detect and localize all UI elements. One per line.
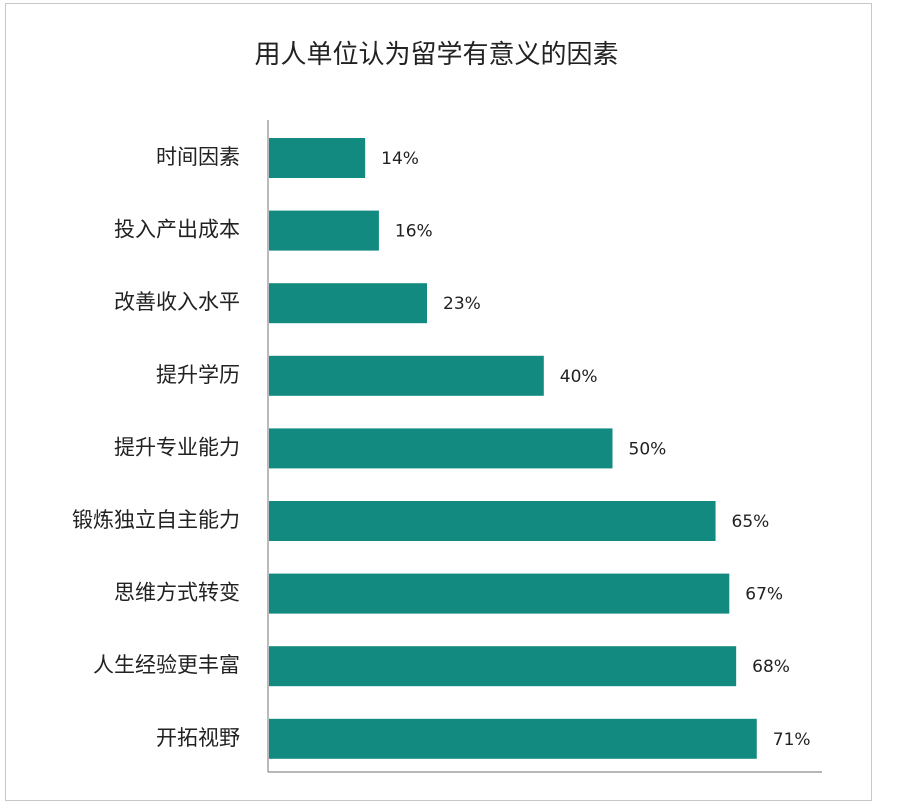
category-label: 锻炼独立自主能力 — [72, 508, 240, 532]
bar — [269, 573, 730, 614]
data-label: 50% — [629, 439, 667, 459]
data-label: 67% — [745, 585, 783, 605]
chart-title: 用人单位认为留学有意义的因素 — [254, 40, 619, 70]
bar — [269, 283, 428, 324]
data-label: 14% — [381, 149, 419, 169]
data-label: 16% — [395, 222, 433, 242]
bar — [269, 210, 379, 251]
category-label: 人生经验更丰富 — [93, 653, 240, 677]
bar — [269, 718, 757, 759]
category-label: 改善收入水平 — [114, 290, 240, 314]
data-label: 40% — [560, 367, 598, 387]
bar — [269, 138, 366, 178]
data-label: 71% — [773, 730, 811, 750]
category-label: 投入产出成本 — [114, 218, 240, 242]
bar — [269, 428, 613, 469]
category-label: 提升专业能力 — [114, 435, 240, 459]
category-label: 提升学历 — [156, 363, 240, 387]
category-label: 开拓视野 — [156, 726, 240, 750]
data-label: 68% — [752, 657, 790, 677]
category-label: 时间因素 — [156, 145, 240, 169]
bar — [269, 355, 544, 396]
data-label: 23% — [443, 294, 481, 314]
bar — [269, 501, 716, 541]
data-label: 65% — [732, 512, 770, 532]
bar — [269, 646, 737, 687]
category-label: 思维方式转变 — [114, 581, 240, 605]
